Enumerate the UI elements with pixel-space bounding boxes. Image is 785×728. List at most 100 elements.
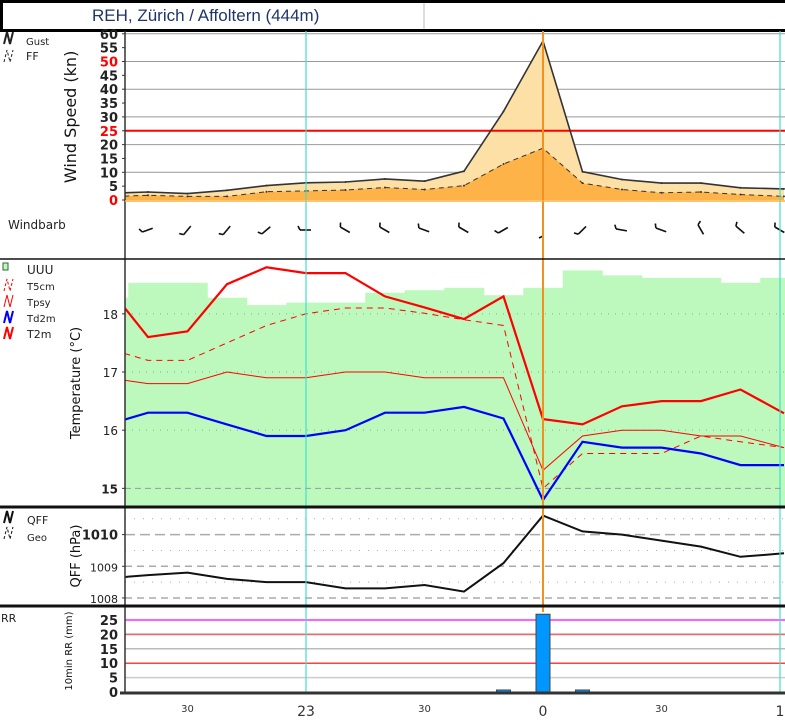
legend-t5cm: T5cm	[26, 282, 55, 293]
wind-barb-shaft	[339, 226, 351, 234]
wind-barb	[218, 225, 231, 236]
uuu-bar	[128, 282, 169, 506]
wind-barb-feather	[297, 225, 301, 231]
t2m-legend-icon	[3, 326, 14, 340]
rr-ytick-label: 0	[109, 686, 118, 701]
legend-t2m: T2m	[26, 328, 51, 341]
rr-ytick-label: 25	[100, 614, 118, 629]
qff-legend-icon-stroke	[3, 510, 14, 524]
wind-barb-feather	[573, 232, 579, 236]
rr-bar	[535, 613, 551, 693]
tpsy-legend-icon-stroke	[3, 294, 14, 308]
x-tick-label: 1	[776, 704, 785, 720]
wind-ytick-label: 15	[100, 152, 118, 167]
ff-area	[125, 148, 784, 200]
gust-area	[125, 41, 784, 200]
temperature-ytick-label: 15	[101, 482, 118, 496]
wind-barb	[339, 222, 351, 234]
wind-barb-shaft	[458, 226, 469, 234]
x-tick-label: 30	[655, 704, 668, 715]
windbarb-label: Windbarb	[8, 218, 66, 232]
legend-td2m: Td2m	[26, 314, 56, 325]
ff-point	[581, 182, 584, 185]
ff-point	[660, 191, 663, 194]
gust-point	[700, 182, 702, 185]
uuu-bar	[125, 297, 129, 506]
legend-rr: RR	[1, 612, 17, 625]
ff-point	[344, 189, 347, 192]
wind-barb-shaft	[697, 224, 705, 235]
wind-barb-shaft	[142, 227, 153, 233]
gust-point	[739, 186, 742, 189]
gust-point	[265, 184, 268, 187]
panel-frames	[0, 31, 785, 695]
wind-barb-feather	[774, 222, 776, 228]
td2m-legend-icon-stroke	[3, 310, 14, 324]
uuu-bar	[602, 275, 643, 506]
t2m-line	[125, 266, 785, 426]
rr-ytick-label: 20	[100, 628, 118, 643]
wind-barb-feather	[458, 222, 460, 228]
ff-point	[423, 188, 426, 191]
wind-ytick-label: 50	[100, 56, 118, 71]
wind-barb-feather	[339, 222, 342, 228]
wind-barb-feather	[379, 222, 381, 228]
legend-ff: FF	[26, 50, 39, 63]
legend-uuu: UUU	[27, 263, 53, 277]
wind-barb-feather	[417, 223, 420, 229]
legend-gust: Gust	[26, 37, 49, 48]
ff-point	[265, 190, 268, 193]
temperature-axis-title: Temperature (°C)	[69, 327, 84, 440]
wind-ytick-label: 20	[100, 139, 118, 154]
wind-ytick-label: 5	[109, 180, 118, 195]
uuu-legend-icon	[2, 262, 9, 271]
gust-line	[125, 38, 785, 195]
gust-point	[147, 190, 149, 193]
wind-barb	[614, 224, 628, 232]
ff-point	[463, 184, 465, 187]
wind-barb-shaft	[261, 226, 271, 235]
ff-point	[226, 195, 228, 198]
wind-barb	[257, 226, 271, 235]
wind-ytick-label: 10	[100, 166, 118, 181]
wind-barb-feather	[218, 232, 224, 236]
wind-barb-shaft	[577, 225, 587, 235]
wind-barb-shaft	[379, 226, 390, 234]
uuu-bar	[207, 297, 248, 506]
uuu-bar	[167, 282, 208, 506]
wind-ytick-label: 60	[100, 28, 118, 43]
x-tick-label: 23	[297, 704, 315, 720]
wind-barb	[138, 227, 153, 233]
uuu-bar	[641, 277, 682, 506]
wind-ytick-label: 40	[100, 83, 118, 98]
uuu-bar	[444, 287, 485, 506]
qff-axis-title: QFF (hPa)	[69, 525, 84, 588]
wind-barb-shaft	[418, 227, 430, 233]
gust-point	[344, 180, 347, 183]
wind-barb-feather	[138, 228, 143, 233]
gust-point	[463, 170, 465, 173]
gust-point	[782, 187, 785, 190]
title-bar	[0, 0, 785, 32]
geo-legend-icon	[3, 526, 14, 540]
ff-legend-icon-stroke	[3, 49, 14, 63]
qff-ytick-label: 1008	[90, 593, 118, 606]
uuu-bar	[365, 292, 406, 506]
legend-tpsy: Tpsy	[26, 298, 51, 309]
plot-area	[125, 31, 785, 693]
wind-barb-feather	[614, 224, 617, 230]
gust-point	[423, 180, 426, 183]
wind-barb	[494, 226, 509, 234]
station-title: REH, Zürich / Affoltern (444m)	[92, 6, 319, 25]
t5cm-legend-icon-stroke	[3, 278, 14, 292]
rr-ytick-label: 10	[100, 657, 118, 672]
gust-point	[581, 170, 584, 173]
wind-ytick-label: 35	[100, 97, 118, 112]
rr-ytick-label: 15	[100, 643, 118, 658]
rr-ytick-label: 5	[109, 672, 118, 687]
wind-barb	[697, 220, 705, 235]
wind-barb-shaft	[222, 225, 231, 236]
gust-legend-icon-stroke	[3, 31, 14, 45]
